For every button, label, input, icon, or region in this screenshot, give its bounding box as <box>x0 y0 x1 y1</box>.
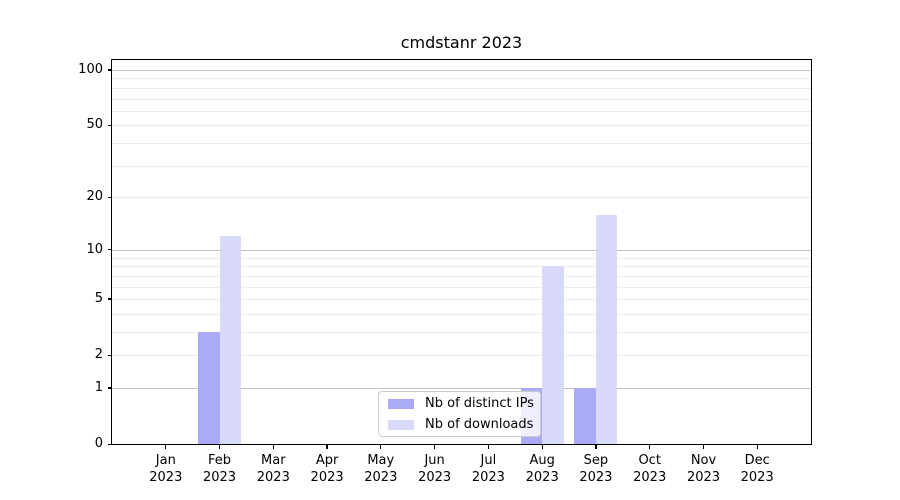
x-tick-mark <box>756 444 758 449</box>
x-tick-label-year: 2023 <box>256 470 290 485</box>
gridline-minor <box>112 266 811 268</box>
x-tick-label-year: 2023 <box>149 470 183 485</box>
x-tick-label-year: 2023 <box>579 470 613 485</box>
x-tick-label-month: Jul <box>480 453 497 468</box>
legend-label: Nb of distinct IPs <box>425 396 534 411</box>
x-tick-label: Nov 2023 <box>672 452 736 486</box>
legend-item: Nb of downloads <box>388 416 540 433</box>
x-tick-label-year: 2023 <box>471 470 505 485</box>
gridline-minor <box>112 110 811 112</box>
gridline-minor <box>112 286 811 288</box>
x-tick-label: Mar 2023 <box>241 452 305 486</box>
y-tick-label: 2 <box>94 347 103 363</box>
x-tick-label: Jun 2023 <box>403 452 467 486</box>
y-tick-mark <box>107 354 112 356</box>
bar-distinct-ips <box>574 388 596 444</box>
y-tick-mark <box>107 69 112 71</box>
x-tick-mark <box>433 444 436 449</box>
x-tick-label: Sep 2023 <box>564 452 628 486</box>
gridline-minor <box>112 98 811 100</box>
y-tick-label: 100 <box>78 62 103 77</box>
legend-label: Nb of downloads <box>425 417 534 432</box>
x-tick-label-month: Mar <box>261 453 286 468</box>
x-tick-label: Aug 2023 <box>510 452 574 486</box>
bar-distinct-ips <box>198 331 220 444</box>
gridline-minor <box>112 143 811 145</box>
y-tick-label: 10 <box>86 241 103 257</box>
x-tick-label-year: 2023 <box>202 470 237 485</box>
gridline-major <box>112 70 811 71</box>
x-tick-label: Jul 2023 <box>456 452 520 486</box>
x-tick-label-year: 2023 <box>633 470 667 485</box>
legend: Nb of distinct IPs Nb of downloads <box>378 391 541 437</box>
y-tick-mark <box>107 196 112 199</box>
gridline-minor <box>112 87 811 89</box>
x-tick-mark <box>487 444 490 449</box>
x-tick-label: May 2023 <box>349 452 413 486</box>
x-tick-label: Dec 2023 <box>725 452 789 486</box>
gridline-minor <box>112 197 811 199</box>
gridline-minor <box>112 355 811 357</box>
x-tick-mark <box>165 444 167 449</box>
x-tick-mark <box>218 444 221 449</box>
x-tick-label: Feb 2023 <box>188 452 252 486</box>
chart-title: cmdstanr 2023 <box>400 33 523 52</box>
gridline-minor <box>112 331 811 333</box>
x-tick-label-month: Jan <box>155 453 176 468</box>
legend-swatch-downloads <box>388 419 414 430</box>
x-tick-label-month: Sep <box>583 453 609 468</box>
x-tick-label-year: 2023 <box>364 470 398 485</box>
gridline-minor <box>112 275 811 277</box>
gridline-major <box>112 249 811 251</box>
x-tick-label: Jan 2023 <box>134 452 198 486</box>
x-tick-label-month: Aug <box>529 453 555 468</box>
legend-item: Nb of distinct IPs <box>388 395 540 412</box>
x-tick-label-month: Nov <box>690 453 717 468</box>
gridline-minor <box>112 78 811 80</box>
y-tick-mark <box>107 443 112 445</box>
x-tick-mark <box>272 444 274 449</box>
plot-area <box>112 60 811 444</box>
x-tick-label-month: Feb <box>207 453 232 468</box>
bar-downloads <box>542 266 564 444</box>
x-tick-label: Oct 2023 <box>618 452 682 486</box>
x-tick-label-month: Oct <box>638 453 661 468</box>
gridline-major <box>112 388 811 390</box>
y-tick-mark <box>107 124 112 127</box>
y-tick-mark <box>107 387 112 389</box>
x-tick-label-month: Apr <box>315 453 339 468</box>
y-tick-label: 20 <box>86 189 103 205</box>
y-tick-label: 0 <box>94 436 103 452</box>
x-tick-mark <box>702 444 705 449</box>
gridline-minor <box>112 125 811 127</box>
x-tick-label-year: 2023 <box>686 470 721 485</box>
x-tick-label: Apr 2023 <box>295 452 359 486</box>
gridline-minor <box>112 299 811 300</box>
x-tick-mark <box>380 444 382 449</box>
bar-downloads <box>219 236 241 444</box>
x-tick-label-year: 2023 <box>418 470 452 485</box>
x-tick-label-month: Jun <box>424 453 445 468</box>
bar-downloads <box>595 214 618 444</box>
x-tick-mark <box>649 444 651 449</box>
x-tick-label-month: Dec <box>744 453 770 468</box>
x-tick-label-year: 2023 <box>310 470 344 485</box>
x-tick-mark <box>326 444 328 449</box>
x-tick-mark <box>541 444 543 449</box>
gridline-minor <box>112 165 811 167</box>
gridline-minor <box>112 313 811 315</box>
x-tick-label-year: 2023 <box>740 470 774 485</box>
y-tick-label: 50 <box>86 117 103 133</box>
legend-swatch-distinct-ips <box>388 398 414 409</box>
y-tick-label: 5 <box>94 291 103 306</box>
x-tick-label-month: May <box>367 453 395 468</box>
gridline-minor <box>112 257 811 259</box>
y-tick-mark <box>107 298 112 300</box>
y-tick-mark <box>107 249 112 251</box>
y-tick-label: 1 <box>94 380 103 396</box>
x-tick-mark <box>595 444 597 449</box>
x-tick-label-year: 2023 <box>525 470 559 485</box>
